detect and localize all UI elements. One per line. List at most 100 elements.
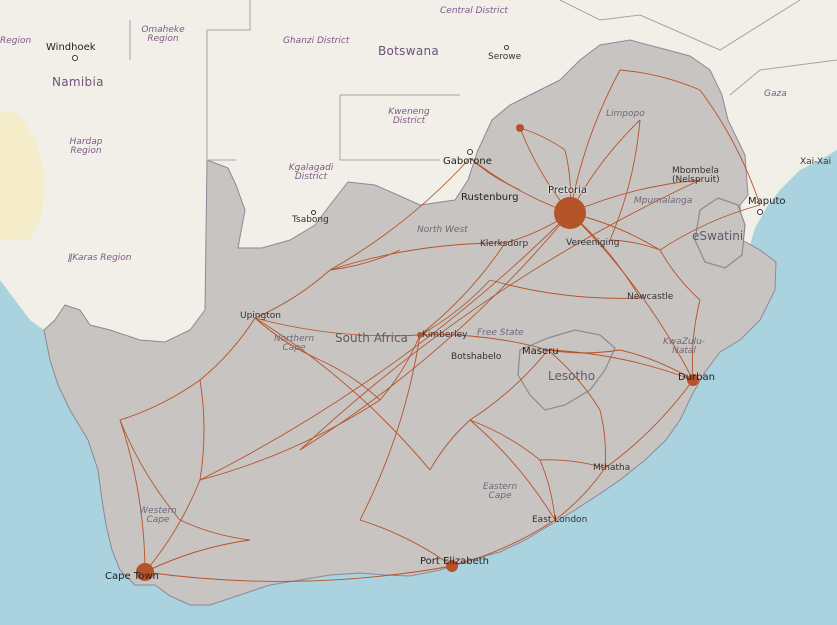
region-label-free-state: Free State [477,328,524,338]
south-africa-area [43,39,777,606]
route-line [119,419,181,521]
route-line [254,317,421,337]
route-line [539,459,606,469]
route-line [199,212,571,481]
country-label-namibia: Namibia [52,75,104,89]
route-line [144,479,201,573]
region-label-gaza: Gaza [764,89,787,99]
route-line [329,242,506,271]
route-line [329,249,401,271]
route-line [469,157,521,191]
route-line [619,349,694,381]
maputo-marker [757,209,763,215]
route-line [659,249,701,301]
route-line [199,317,256,381]
route-line [519,127,566,151]
route-line [619,69,701,91]
city-label-upington: Upington [240,311,281,321]
city-label-rustenburg: Rustenburg [461,192,519,203]
city-label-klerksdorp: Klerksdorp [480,239,529,249]
route-line [254,269,331,319]
route-line [359,334,421,521]
route-line [429,419,471,471]
routes-layer [119,69,761,582]
route-line [299,179,701,451]
city-label-tsabong: Tsabong [292,215,329,225]
city-label-vereeniging: Vereeniging [566,238,620,248]
route-line [451,519,556,567]
route-line [329,157,471,271]
city-label-xai-xai: Xai-Xai [800,157,832,167]
city-label-durban: Durban [678,372,715,383]
route-line [119,419,146,573]
city-label-port-elizabeth: Port Elizabeth [420,556,490,567]
route-line [419,334,549,351]
lesotho-area [517,329,616,411]
region-label-eastern-cape: Eastern Cape [482,482,518,501]
route-line [469,419,556,521]
city-label-mthatha: Mthatha [593,463,631,473]
country-label-eswatini: eSwatini [692,229,744,243]
region-label-kwazulu-natal: KwaZulu- Natal [662,337,706,356]
region-label: Region [0,36,32,46]
route-line [254,317,431,471]
route-line [359,519,453,567]
city-hubs [136,124,699,581]
route-line [319,359,381,401]
tsabong-marker [311,210,316,215]
region-label-ikaros: ǁKaras Region [68,253,132,263]
route-line [609,239,661,251]
region-label-north-west: North West [417,225,468,235]
route-line [609,119,641,241]
route-line [469,419,541,461]
route-line [469,349,549,421]
route-line [569,212,694,381]
route-line [547,349,621,354]
region-label-limpopo: Limpopo [606,109,645,119]
city-label-maputo: Maputo [748,196,786,207]
gaborone-marker [467,149,473,155]
city-label-cape-town: Cape Town [105,571,159,582]
country-label-botswana: Botswana [378,44,440,58]
route-line [254,317,321,361]
region-label-ghanzi: Ghanzi District [283,36,350,46]
region-label-mpumalanga: Mpumalanga [634,196,693,206]
desert-area [0,110,45,240]
route-line [691,299,701,381]
country-label-south-africa: South Africa [335,331,408,345]
region-label-omaheke: Omaheke Region [141,25,185,44]
region-label-kweneng: Kweneng District [388,107,430,126]
route-line [144,565,453,582]
region-label-hardap: Hardap Region [69,137,103,156]
route-line [547,349,601,411]
route-line [419,279,491,336]
route-line [547,349,694,381]
city-label-newcastle: Newcastle [627,292,674,302]
city-label-gaborone: Gaborone [443,156,492,167]
route-line [659,204,761,251]
eswatini-area [694,197,746,269]
city-label-serowe: Serowe [488,52,522,62]
city-label-maseru: Maseru [522,346,559,357]
route-line [554,467,606,521]
region-label-western-cape: Western Cape [139,506,177,525]
region-label-central: Central District [440,6,508,16]
city-label-kimberley: Kimberley [422,330,468,340]
city-label-pretoria: Pretoria [548,185,587,196]
city-label-botshabelo: Botshabelo [451,352,502,362]
city-label-mbombela: Mbombela (Nelspruit) [672,166,720,185]
country-label-lesotho: Lesotho [548,369,596,383]
route-line [489,279,641,299]
route-line [599,409,606,469]
route-line [199,379,205,481]
route-line [569,69,621,214]
region-label-northern-cape: Northern Cape [273,334,315,353]
country-borders [129,0,837,161]
route-line [119,379,201,421]
serowe-marker [504,45,509,50]
city-label-windhoek: Windhoek [46,42,96,53]
route-line [539,459,556,521]
route-line [144,539,251,573]
